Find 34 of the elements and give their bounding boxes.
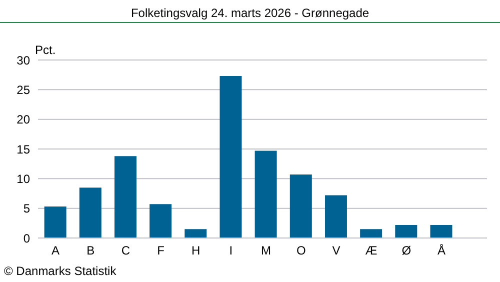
y-tick-label: 10	[16, 172, 30, 186]
bar	[430, 224, 452, 238]
x-tick-label: F	[157, 244, 164, 258]
y-axis-title: Pct.	[35, 43, 56, 57]
x-tick-label: O	[296, 244, 306, 258]
x-tick-label: A	[52, 244, 60, 258]
chart-title: Folketingsvalg 24. marts 2026 - Grønnegade	[130, 6, 370, 20]
bar	[184, 229, 207, 238]
bar	[360, 229, 382, 238]
y-tick-label: 30	[16, 53, 30, 68]
bar	[79, 188, 102, 238]
bar	[44, 206, 66, 238]
x-tick-label: H	[192, 244, 200, 258]
x-tick-label: C	[121, 244, 130, 258]
bar	[324, 195, 347, 238]
bar	[254, 150, 277, 238]
x-tick-label: V	[332, 244, 340, 258]
x-tick-label: I	[229, 244, 233, 258]
x-tick-label: Ø	[402, 244, 412, 258]
text: © Danmarks Statistik	[4, 264, 116, 278]
y-tick-label: 25	[16, 82, 30, 97]
bar	[150, 204, 172, 238]
x-tick-label: B	[86, 244, 95, 258]
bar	[395, 224, 418, 238]
y-tick-label: 15	[16, 142, 30, 156]
bar	[220, 76, 242, 238]
bar	[290, 174, 312, 238]
x-tick-label: M	[261, 244, 272, 258]
x-tick-label: Æ	[365, 244, 378, 258]
x-tick-label: Å	[437, 244, 446, 258]
y-tick-label: 20	[16, 112, 30, 127]
y-tick-label: 0	[23, 231, 30, 246]
y-tick-label: 5	[23, 202, 30, 216]
bar	[114, 156, 136, 238]
